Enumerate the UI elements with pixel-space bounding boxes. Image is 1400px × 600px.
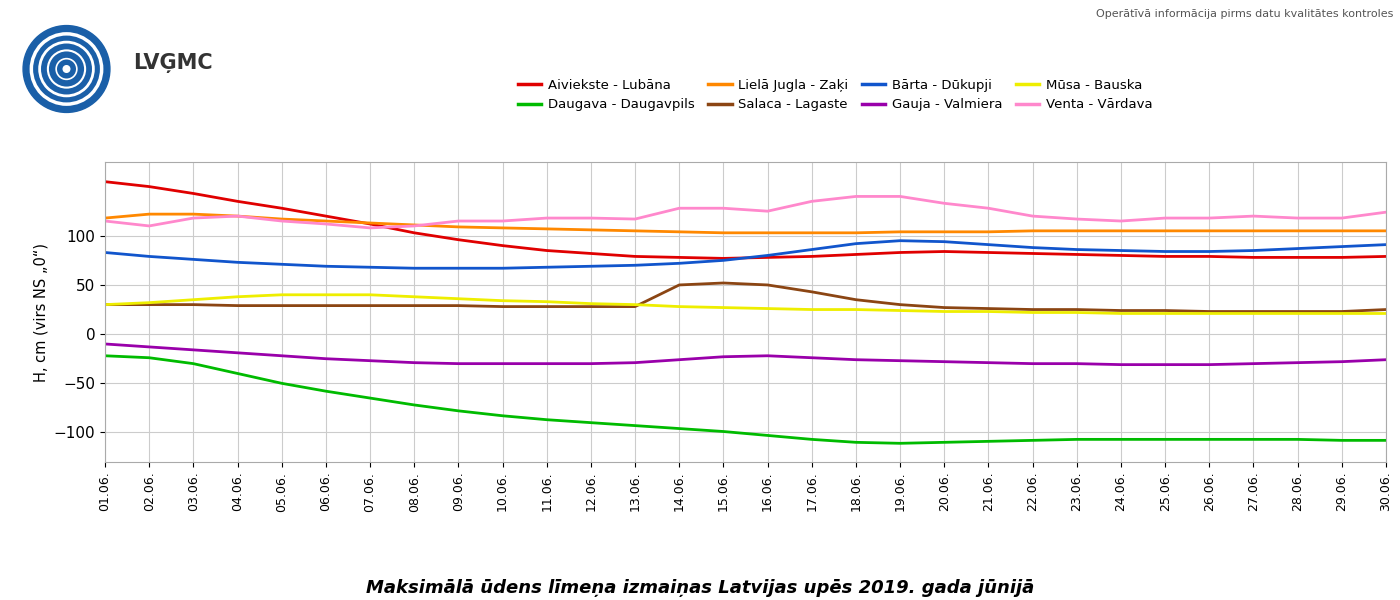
Text: Operātīvā informācija pirms datu kvalitātes kontroles: Operātīvā informācija pirms datu kvalitā…	[1096, 9, 1393, 19]
Circle shape	[22, 26, 111, 112]
Y-axis label: H, cm (virs NS „0“): H, cm (virs NS „0“)	[34, 242, 48, 382]
Circle shape	[63, 65, 70, 73]
Text: LVĢMC: LVĢMC	[133, 53, 213, 73]
Legend: Aiviekste - Lubāna, Daugava - Daugavpils, Lielā Jugla - Zaķi, Salaca - Lagaste, : Aiviekste - Lubāna, Daugava - Daugavpils…	[518, 79, 1152, 111]
Text: Maksimālā ūdens līmeņa izmaiņas Latvijas upēs 2019. gada jūnijā: Maksimālā ūdens līmeņa izmaiņas Latvijas…	[365, 579, 1035, 597]
